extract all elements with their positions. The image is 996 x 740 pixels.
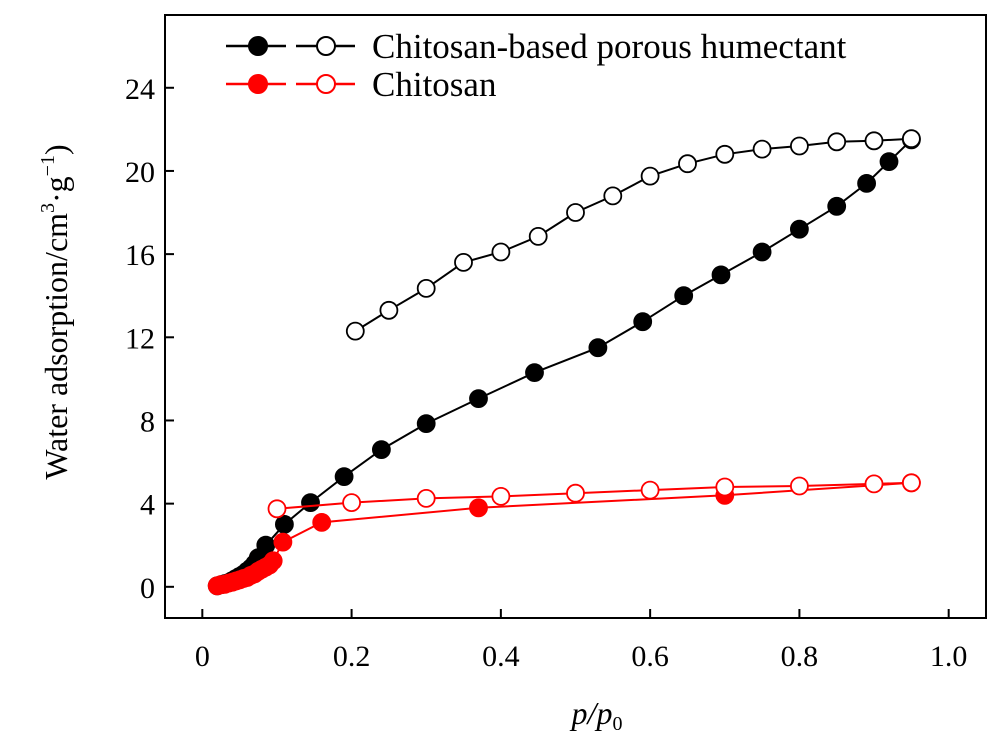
data-point	[379, 300, 399, 320]
x-axis-title-subscript: 0	[612, 713, 622, 735]
data-point	[267, 499, 287, 519]
data-point	[857, 173, 876, 193]
data-point	[790, 219, 809, 239]
y-axis-title-close: )	[38, 144, 74, 155]
data-point	[678, 154, 697, 174]
y-axis-title-main: Water adsorption/cm	[38, 213, 74, 480]
plot-frame	[164, 14, 987, 619]
data-point	[790, 476, 809, 496]
data-point	[674, 286, 694, 306]
data-point	[827, 132, 847, 152]
x-tick-label: 0.6	[631, 640, 669, 673]
legend-entry-humectant: Chitosan-based porous humectant	[226, 27, 847, 66]
data-point	[256, 535, 276, 555]
y-axis-title-sup2: −1	[37, 155, 59, 176]
legend-entry-chitosan: Chitosan	[226, 65, 496, 104]
data-point	[752, 139, 772, 159]
data-point	[715, 144, 735, 164]
data-point	[715, 477, 735, 497]
data-point	[371, 440, 391, 460]
y-tick-label: 8	[140, 405, 155, 438]
series-3	[267, 473, 921, 519]
series-line	[276, 481, 912, 510]
data-point	[469, 498, 488, 518]
data-point	[312, 513, 332, 532]
legend-label-chitosan: Chitosan	[372, 65, 496, 104]
data-point	[469, 389, 488, 409]
y-axis: 0 4 8 12 16 20 24	[125, 73, 174, 605]
data-point	[640, 480, 660, 500]
legend-marker-humectant-open	[316, 36, 336, 56]
data-point	[902, 473, 921, 493]
x-tick-label: 0.4	[482, 640, 520, 673]
y-tick-label: 20	[125, 156, 155, 189]
x-tick-label: 0.8	[781, 640, 819, 673]
data-point	[864, 131, 884, 151]
plot-area-border	[164, 14, 987, 619]
x-tick-label: 0.2	[333, 640, 371, 673]
data-point	[345, 321, 365, 341]
data-point	[640, 166, 660, 186]
data-point	[263, 551, 283, 571]
data-point	[633, 312, 653, 332]
data-point	[491, 486, 511, 506]
series-1	[345, 129, 921, 341]
legend-marker-chitosan-open	[316, 74, 336, 94]
data-point	[334, 467, 354, 487]
data-point	[416, 278, 436, 298]
data-point	[342, 493, 362, 513]
x-axis-title: p/p0	[570, 695, 623, 735]
series-2	[207, 473, 921, 596]
legend-marker-chitosan-filled	[248, 74, 268, 94]
series-layer	[207, 129, 921, 596]
data-point	[902, 129, 921, 149]
data-point	[301, 493, 320, 513]
y-tick-label: 0	[140, 572, 155, 605]
x-axis-title-main: p/p	[570, 695, 613, 731]
data-point	[416, 488, 436, 508]
data-point	[588, 338, 608, 358]
data-point	[603, 186, 623, 206]
data-point	[752, 242, 772, 262]
data-point	[864, 474, 884, 494]
data-point	[528, 226, 548, 246]
data-point	[879, 152, 899, 172]
data-point	[827, 196, 847, 216]
data-point	[274, 515, 294, 534]
y-tick-label: 16	[125, 239, 155, 272]
y-axis-title: Water adsorption/cm3·g−1)	[37, 144, 74, 479]
legend-label-humectant: Chitosan-based porous humectant	[372, 27, 847, 66]
data-point	[491, 242, 511, 262]
data-point	[454, 252, 473, 272]
y-axis-title-dot-g: ·g	[38, 176, 74, 203]
data-point	[273, 532, 293, 552]
x-tick-label: 1.0	[930, 640, 968, 673]
legend: Chitosan-based porous humectant Chitosan	[226, 27, 847, 104]
y-axis-title-sup1: 3	[37, 203, 59, 213]
data-point	[566, 483, 585, 503]
legend-marker-humectant-filled	[248, 36, 268, 56]
series-line	[216, 481, 912, 587]
data-point	[525, 363, 544, 383]
data-point	[790, 136, 809, 156]
series-line	[354, 137, 912, 332]
y-tick-label: 4	[140, 489, 155, 522]
y-tick-label: 12	[125, 322, 155, 355]
y-tick-label: 24	[125, 73, 155, 106]
x-tick-label: 0	[195, 640, 210, 673]
data-point	[566, 203, 585, 222]
data-point	[416, 414, 436, 434]
data-point	[711, 265, 731, 285]
x-axis: 0 0.2 0.4 0.6 0.8 1.0	[195, 609, 968, 673]
